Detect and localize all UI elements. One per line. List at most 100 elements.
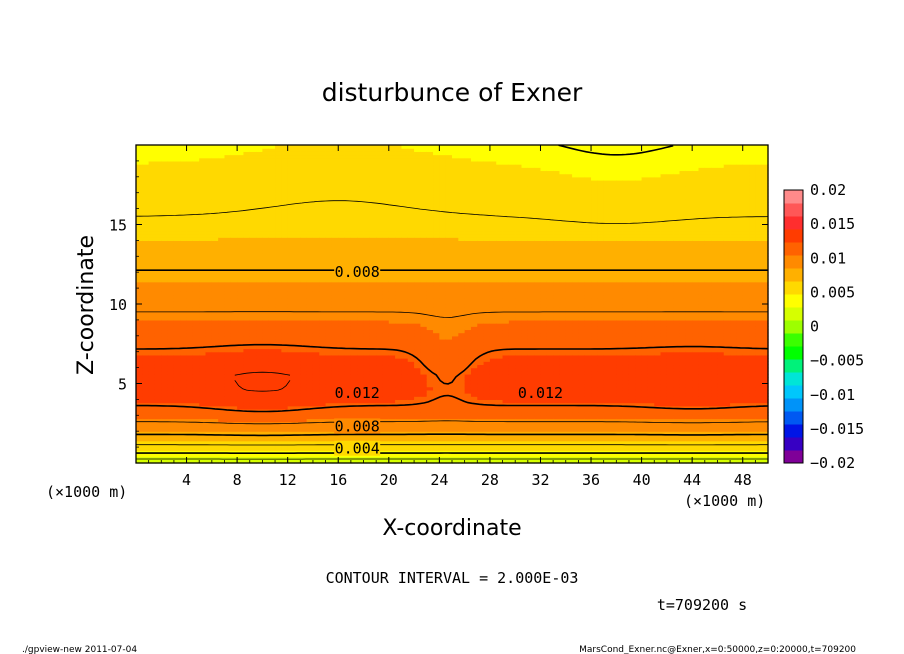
field-cell [256, 447, 263, 451]
field-cell [199, 377, 207, 381]
field-cell [180, 186, 188, 191]
field-cell [186, 179, 194, 184]
field-cell [256, 402, 263, 407]
field-cell [148, 358, 156, 362]
field-cell [161, 354, 169, 359]
field-cell [281, 202, 289, 207]
field-cell [136, 157, 143, 162]
field-cell [319, 237, 327, 241]
field-cell [199, 348, 207, 353]
field-cell [268, 160, 276, 165]
field-cell [426, 459, 434, 464]
field-cell [363, 307, 371, 311]
field-cell [407, 157, 415, 162]
field-cell [136, 332, 143, 337]
field-cell [331, 364, 339, 369]
field-cell [300, 421, 308, 426]
field-cell [306, 304, 314, 308]
field-cell [426, 367, 434, 372]
field-cell [205, 408, 213, 413]
field-cell [142, 323, 150, 327]
field-cell [376, 345, 384, 350]
field-cell [414, 297, 421, 302]
field-cell [414, 151, 421, 156]
field-cell [294, 364, 301, 369]
field-cell [199, 230, 207, 235]
field-cell [350, 218, 358, 222]
field-cell [180, 348, 188, 353]
field-cell [439, 421, 447, 426]
field-cell [224, 424, 232, 429]
field-cell [136, 249, 143, 254]
field-cell [224, 179, 232, 184]
field-cell [224, 154, 232, 159]
field-cell [224, 249, 232, 254]
field-cell [312, 377, 320, 381]
field-cell [262, 415, 270, 420]
field-cell [350, 148, 358, 152]
field-cell [243, 145, 251, 149]
field-cell [287, 434, 295, 439]
field-cell [148, 437, 156, 442]
field-cell [363, 284, 371, 289]
field-cell [388, 447, 396, 451]
field-cell [262, 453, 270, 458]
field-cell [294, 246, 301, 251]
field-cell [433, 393, 440, 397]
field-cell [199, 323, 207, 327]
field-cell [382, 402, 390, 407]
field-cell [439, 272, 447, 276]
field-cell [205, 358, 213, 362]
field-cell [218, 179, 226, 184]
field-cell [363, 412, 371, 416]
field-cell [211, 405, 219, 410]
field-cell [414, 412, 421, 416]
field-cell [414, 234, 421, 238]
field-cell [249, 246, 257, 251]
field-cell [224, 164, 232, 168]
field-cell [218, 176, 226, 181]
field-cell [350, 399, 358, 404]
field-cell [237, 370, 245, 375]
field-cell [167, 281, 175, 286]
field-cell [205, 361, 213, 366]
field-cell [407, 164, 415, 168]
field-cell [154, 208, 162, 213]
field-cell [249, 323, 257, 327]
field-cell [173, 167, 181, 172]
field-cell [338, 278, 346, 283]
field-cell [376, 405, 384, 410]
field-cell [224, 399, 232, 404]
field-cell [148, 377, 156, 381]
field-cell [382, 211, 390, 216]
field-cell [433, 437, 440, 442]
field-cell [414, 275, 421, 280]
field-cell [243, 345, 251, 350]
field-cell [331, 148, 339, 152]
field-cell [275, 176, 282, 181]
field-cell [369, 284, 377, 289]
field-cell [338, 234, 346, 238]
field-cell [275, 157, 282, 162]
field-cell [395, 234, 403, 238]
field-cell [237, 396, 245, 400]
field-cell [205, 319, 213, 324]
field-cell [186, 240, 194, 245]
field-cell [199, 202, 207, 207]
field-cell [325, 393, 333, 397]
field-cell [161, 304, 169, 308]
field-cell [357, 367, 365, 372]
field-cell [154, 195, 162, 200]
field-cell [262, 383, 270, 388]
field-cell [287, 240, 295, 245]
field-cell [439, 227, 447, 232]
field-cell [237, 275, 245, 280]
field-cell [294, 437, 301, 442]
field-cell [268, 450, 276, 455]
field-cell [319, 361, 327, 366]
field-cell [142, 294, 150, 299]
field-cell [211, 195, 219, 200]
field-cell [344, 151, 352, 156]
field-cell [319, 211, 327, 216]
field-cell [433, 202, 440, 207]
